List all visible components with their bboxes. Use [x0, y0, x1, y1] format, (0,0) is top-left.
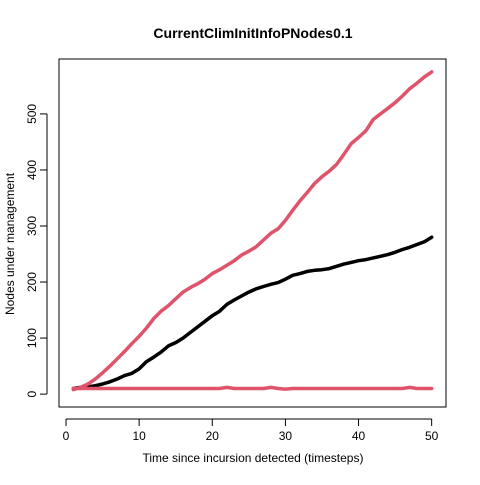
x-tick-label: 10 [132, 429, 146, 443]
y-axis-label: Nodes under management [3, 172, 17, 315]
x-tick-label: 50 [425, 429, 439, 443]
series-line-2 [71, 70, 434, 392]
plot-border [58, 58, 447, 408]
x-tick-label: 20 [206, 429, 220, 443]
x-axis-label: Time since incursion detected (timesteps… [143, 451, 364, 465]
y-tick-label: 500 [25, 104, 39, 124]
series-line-3 [71, 385, 434, 391]
x-tick-label: 30 [279, 429, 293, 443]
x-tick-label: 40 [352, 429, 366, 443]
x-tick-label: 0 [63, 429, 70, 443]
chart-title: CurrentClimInitInfoPNodes0.1 [153, 25, 352, 41]
plot-area [58, 58, 447, 408]
series-layer [71, 70, 434, 392]
y-tick-label: 100 [25, 328, 39, 348]
y-axis: 0 100 200 300 400 500 [25, 104, 48, 397]
y-tick-label: 0 [25, 390, 39, 397]
y-tick-label: 200 [25, 272, 39, 292]
y-tick-label: 300 [25, 216, 39, 236]
x-axis: 0 10 20 30 40 50 [63, 418, 439, 443]
series-line-1 [71, 235, 434, 391]
y-tick-label: 400 [25, 160, 39, 180]
